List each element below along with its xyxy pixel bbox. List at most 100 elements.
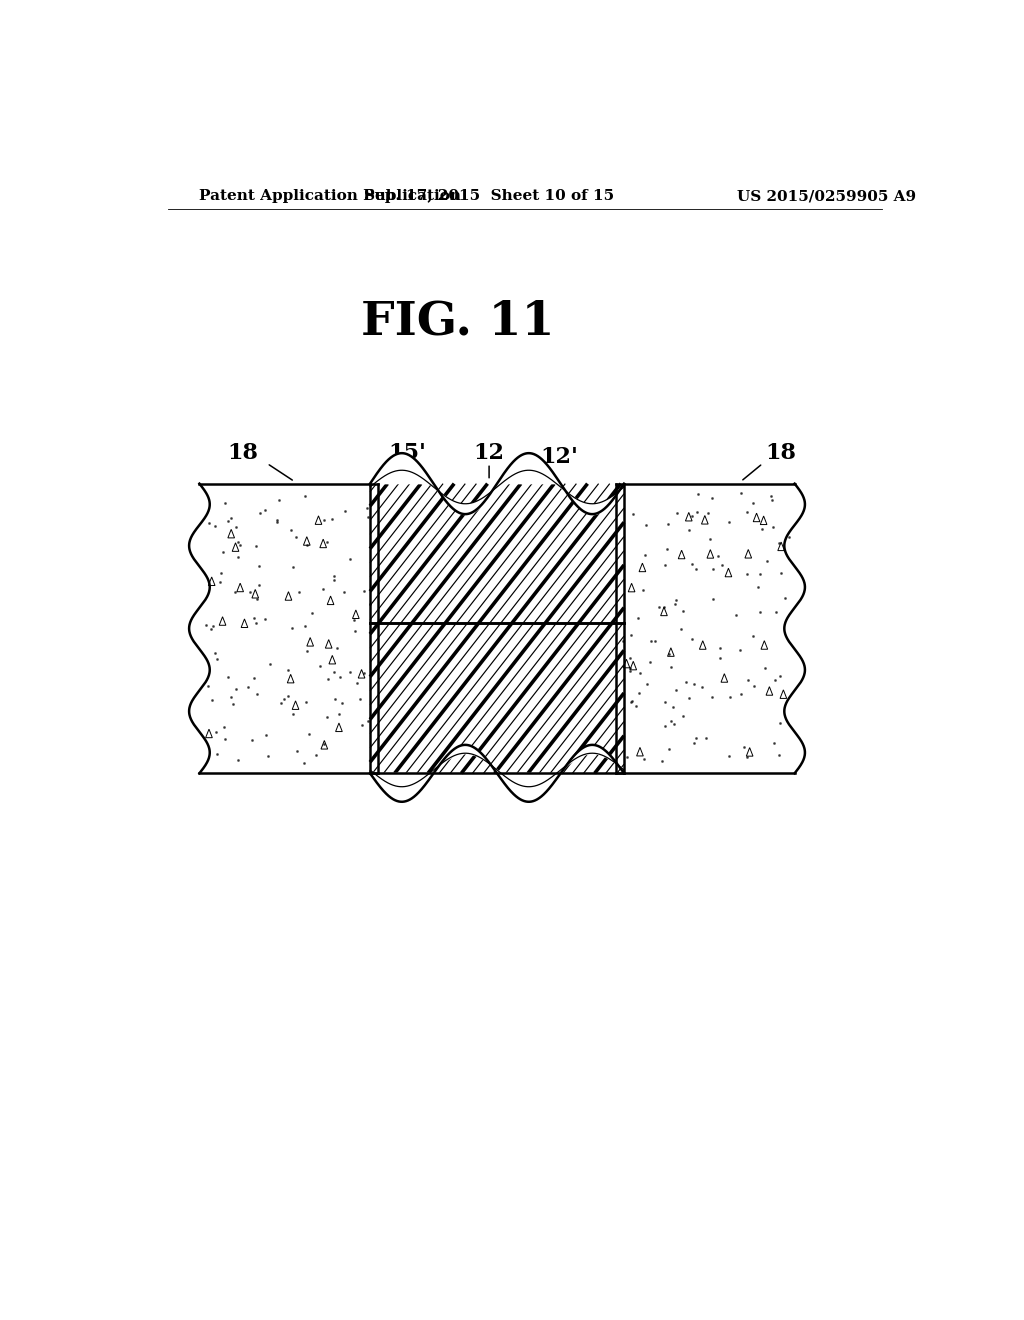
Point [738, 502, 755, 523]
Point [681, 688, 697, 709]
Point [273, 692, 290, 713]
Point [656, 597, 673, 618]
Point [213, 562, 229, 583]
Point [705, 487, 721, 508]
Point [653, 750, 670, 771]
Bar [200, 483, 378, 774]
Point [739, 747, 756, 768]
Point [684, 553, 700, 574]
Point [257, 499, 273, 520]
Point [336, 582, 352, 603]
Point [628, 696, 644, 717]
Point [326, 661, 342, 682]
Point [303, 603, 319, 624]
Point [318, 706, 335, 727]
Point [625, 503, 641, 524]
Point [299, 640, 315, 661]
Point [745, 492, 762, 513]
Point [656, 692, 673, 713]
Point [356, 663, 373, 684]
Point [315, 578, 332, 599]
Point [240, 677, 256, 698]
Point [325, 510, 341, 531]
Point [283, 520, 299, 541]
Point [285, 557, 301, 578]
Point [744, 626, 761, 647]
Point [688, 727, 705, 748]
Point [205, 615, 221, 636]
Point [358, 498, 375, 519]
Text: US 2015/0259905 A9: US 2015/0259905 A9 [737, 189, 915, 203]
Point [201, 512, 217, 533]
Point [673, 618, 689, 639]
Point [745, 676, 762, 697]
Point [342, 548, 358, 569]
Point [341, 661, 357, 682]
Point [270, 490, 287, 511]
Point [721, 512, 737, 533]
Point [622, 657, 638, 678]
Point [620, 747, 636, 768]
Bar [370, 483, 624, 774]
Point [765, 516, 781, 537]
Point [217, 492, 233, 513]
Point [252, 503, 268, 524]
Point [230, 750, 247, 771]
Point [698, 727, 715, 748]
Point [622, 647, 638, 668]
Point [275, 688, 292, 709]
Point [639, 673, 655, 694]
Point [757, 657, 773, 678]
Point [663, 710, 679, 731]
Point [297, 615, 313, 636]
Point [251, 556, 267, 577]
Point [650, 597, 667, 618]
Point [689, 502, 706, 523]
Point [316, 510, 333, 531]
Point [308, 744, 325, 766]
Point [200, 675, 216, 696]
Point [636, 748, 652, 770]
Point [209, 648, 225, 669]
Point [220, 510, 237, 531]
Point [675, 601, 691, 622]
Point [269, 511, 286, 532]
Point [311, 655, 328, 676]
Point [285, 704, 301, 725]
Point [647, 630, 664, 651]
Point [623, 624, 639, 645]
Point [772, 562, 788, 583]
Point [268, 510, 285, 531]
Point [208, 722, 224, 743]
Point [331, 704, 347, 725]
Point [336, 500, 352, 521]
Point [624, 692, 640, 713]
Text: 12': 12' [540, 446, 578, 469]
Point [232, 535, 249, 556]
Point [229, 546, 246, 568]
Point [705, 558, 721, 579]
Point [712, 638, 728, 659]
Point [688, 558, 705, 579]
Point [207, 643, 223, 664]
Text: 12: 12 [473, 442, 505, 465]
Point [223, 507, 240, 528]
Point [288, 527, 304, 548]
Point [251, 574, 267, 595]
Point [259, 746, 275, 767]
Point [319, 668, 336, 689]
Point [752, 562, 768, 583]
Point [216, 717, 232, 738]
Point [327, 689, 343, 710]
Point [211, 572, 227, 593]
Point [660, 739, 677, 760]
Point [781, 525, 798, 546]
Point [225, 693, 242, 714]
Point [217, 729, 233, 750]
Point [657, 554, 674, 576]
Point [642, 651, 658, 672]
Point [632, 663, 648, 684]
Point [732, 482, 749, 503]
Point [668, 590, 684, 611]
Point [699, 503, 716, 524]
